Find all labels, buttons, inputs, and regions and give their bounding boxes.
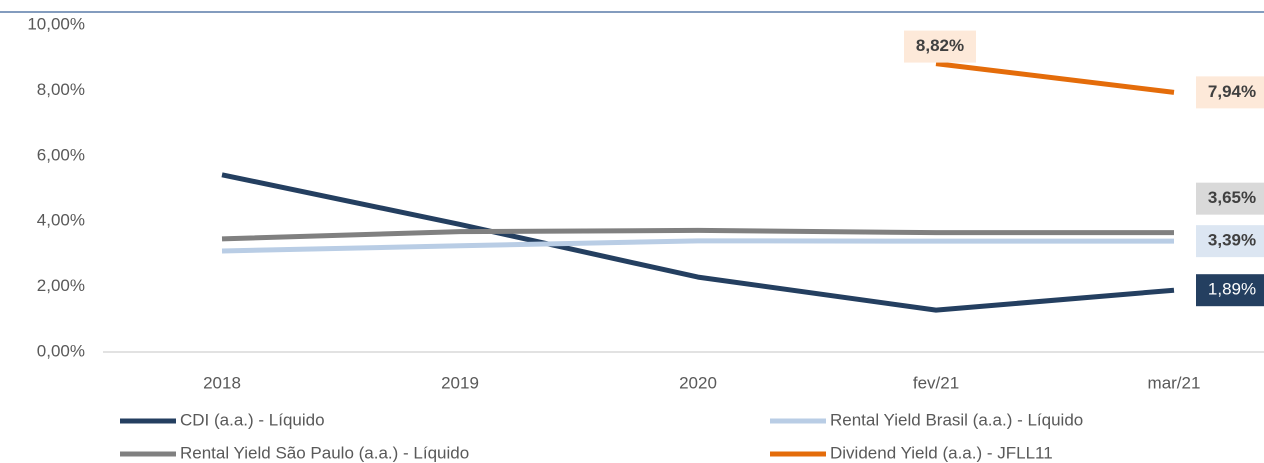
- y-tick-label: 10,00%: [27, 14, 85, 33]
- legend-label: Rental Yield Brasil (a.a.) - Líquido: [830, 410, 1083, 429]
- value-label: 3,65%: [1208, 188, 1256, 207]
- value-label-box: [1196, 76, 1264, 109]
- x-tick-label: 2018: [203, 373, 241, 392]
- x-tick-label: mar/21: [1148, 373, 1201, 392]
- series-line: [221, 227, 1174, 242]
- series-line: [935, 61, 1175, 95]
- value-label: 3,39%: [1208, 231, 1256, 250]
- series-line: [221, 172, 1175, 313]
- legend-label: Rental Yield São Paulo (a.a.) - Líquido: [180, 443, 469, 462]
- x-tick-label: 2019: [441, 373, 479, 392]
- value-label-box: [904, 30, 976, 63]
- value-label-box: [1196, 182, 1264, 215]
- value-label: 1,89%: [1208, 280, 1256, 299]
- value-label-box: [1196, 274, 1264, 307]
- y-tick-label: 8,00%: [37, 80, 85, 99]
- y-tick-label: 2,00%: [37, 276, 85, 295]
- y-tick-label: 6,00%: [37, 145, 85, 164]
- value-label: 7,94%: [1208, 82, 1256, 101]
- x-tick-label: 2020: [679, 373, 717, 392]
- x-tick-label: fev/21: [913, 373, 959, 392]
- series-line: [221, 238, 1174, 254]
- value-label-box: [1196, 225, 1264, 258]
- y-tick-label: 0,00%: [37, 341, 85, 360]
- legend-label: CDI (a.a.) - Líquido: [180, 410, 325, 429]
- y-tick-label: 4,00%: [37, 211, 85, 230]
- value-label: 8,82%: [916, 36, 964, 55]
- legend-label: Dividend Yield (a.a.) - JFLL11: [830, 443, 1053, 462]
